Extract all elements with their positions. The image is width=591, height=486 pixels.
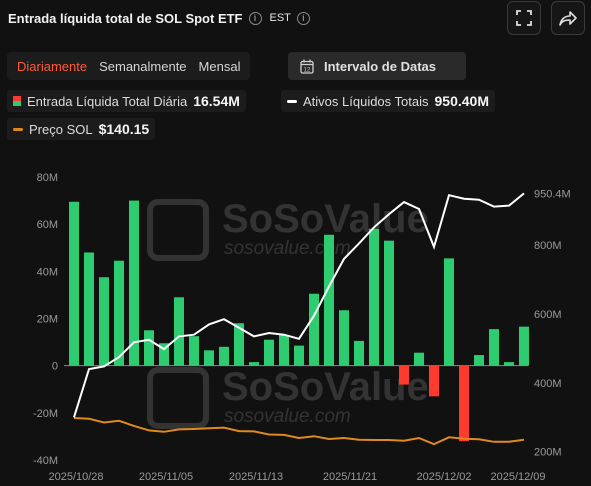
watermark-brand: SoSoValue	[222, 365, 429, 409]
timezone-info-icon[interactable]: i	[296, 11, 310, 25]
bar[interactable]	[414, 352, 424, 366]
bar[interactable]	[114, 260, 124, 366]
bar[interactable]	[234, 323, 244, 366]
x-tick-label: 2025/11/05	[139, 471, 193, 483]
price-swatch-icon	[13, 127, 23, 131]
date-range-button[interactable]: 12 Intervalo de Datas	[288, 52, 466, 80]
tab-weekly[interactable]: Semanalmente	[99, 58, 187, 74]
bar[interactable]	[354, 340, 364, 366]
bar[interactable]	[219, 346, 229, 366]
right-tick-label: 600M	[534, 309, 562, 321]
right-tick-label: 400M	[534, 378, 562, 390]
legend-sol-price-label: Preço SOL	[29, 121, 93, 137]
left-tick-label: -40M	[33, 455, 58, 467]
legend-net-assets[interactable]: Ativos Líquidos Totais 950.40M	[281, 90, 495, 112]
left-tick-label: 60M	[37, 219, 58, 231]
watermark-url: sosovalue.com	[224, 406, 351, 427]
bar[interactable]	[279, 335, 289, 366]
bar[interactable]	[309, 293, 319, 366]
tab-daily[interactable]: Diariamente	[17, 58, 88, 74]
x-tick-label: 2025/12/09	[490, 471, 545, 483]
right-axis: 950.4M 800M 600M 400M 200M	[534, 188, 571, 458]
watermark-logo-icon	[147, 199, 209, 261]
watermark-brand: SoSoValue	[222, 197, 429, 241]
legend-net-assets-label: Ativos Líquidos Totais	[303, 93, 429, 109]
watermark-group: SoSoValuesosovalue.comSoSoValuesosovalue…	[147, 197, 429, 429]
right-tick-label: 950.4M	[534, 188, 571, 200]
bar[interactable]	[519, 326, 529, 366]
chart-header: Entrada líquida total de SOL Spot ETF i …	[8, 8, 310, 28]
left-tick-label: -20M	[33, 408, 58, 420]
left-axis: 80M 60M 40M 20M 0 -20M -40M	[33, 172, 58, 467]
bar[interactable]	[159, 343, 169, 366]
bar[interactable]	[504, 362, 514, 366]
right-tick-label: 200M	[534, 447, 562, 459]
svg-text:12: 12	[304, 67, 311, 73]
info-icon[interactable]: i	[248, 11, 262, 25]
x-tick-label: 2025/10/28	[48, 471, 103, 483]
bar[interactable]	[384, 240, 394, 366]
bar[interactable]	[189, 336, 199, 366]
watermark-url: sosovalue.com	[224, 238, 351, 259]
legend-daily-inflow[interactable]: Entrada Líquida Total Diária 16.54M	[7, 90, 246, 112]
x-tick-label: 2025/11/13	[229, 471, 283, 483]
x-tick-label: 2025/11/21	[323, 471, 377, 483]
bar[interactable]	[489, 329, 499, 366]
x-tick-label: 2025/12/02	[416, 471, 471, 483]
x-axis: 2025/10/28 2025/11/05 2025/11/13 2025/11/21…	[48, 471, 545, 483]
bar[interactable]	[324, 234, 334, 366]
left-tick-label: 40M	[37, 266, 58, 278]
legend-daily-inflow-label: Entrada Líquida Total Diária	[27, 93, 188, 109]
sol-price-line	[73, 417, 525, 446]
bar[interactable]	[369, 228, 379, 366]
legend-sol-price-value: $140.15	[98, 121, 150, 137]
inflow-chart: SoSoValuesosovalue.comSoSoValuesosovalue…	[33, 172, 571, 483]
bar[interactable]	[429, 365, 439, 397]
legend-net-assets-value: 950.40M	[434, 93, 489, 109]
line-swatch-icon	[287, 99, 297, 103]
bar-series	[69, 200, 529, 442]
bar[interactable]	[69, 201, 79, 366]
bar[interactable]	[129, 200, 139, 366]
fullscreen-icon	[516, 10, 532, 26]
legend-daily-inflow-value: 16.54M	[193, 93, 240, 109]
watermark-logo-icon	[147, 367, 209, 429]
right-tick-label: 800M	[534, 240, 562, 252]
left-tick-label: 80M	[37, 172, 58, 184]
share-button[interactable]	[551, 1, 585, 35]
bar[interactable]	[99, 277, 109, 366]
calendar-icon: 12	[300, 59, 314, 74]
timezone-label: EST	[269, 12, 291, 24]
bar[interactable]	[339, 310, 349, 366]
bar[interactable]	[174, 297, 184, 366]
bar[interactable]	[84, 252, 94, 366]
left-tick-label: 0	[52, 361, 58, 373]
legend-sol-price[interactable]: Preço SOL $140.15	[7, 118, 156, 140]
net-assets-line	[73, 192, 525, 418]
bar[interactable]	[264, 339, 274, 366]
left-tick-label: 20M	[37, 314, 58, 326]
period-tabs: Diariamente Semanalmente Mensal	[7, 52, 251, 80]
fullscreen-button[interactable]	[507, 1, 541, 35]
bar[interactable]	[144, 330, 154, 366]
bar[interactable]	[459, 365, 469, 442]
share-icon	[559, 11, 577, 26]
bar[interactable]	[249, 362, 259, 366]
bar-swatch-icon	[13, 96, 21, 106]
page-title: Entrada líquida total de SOL Spot ETF	[8, 10, 243, 26]
bar[interactable]	[474, 355, 484, 366]
bar[interactable]	[399, 365, 409, 385]
tab-monthly[interactable]: Mensal	[198, 58, 241, 74]
bar[interactable]	[444, 258, 454, 366]
date-range-label: Intervalo de Datas	[324, 58, 436, 74]
bar[interactable]	[294, 345, 304, 366]
bar[interactable]	[204, 350, 214, 366]
